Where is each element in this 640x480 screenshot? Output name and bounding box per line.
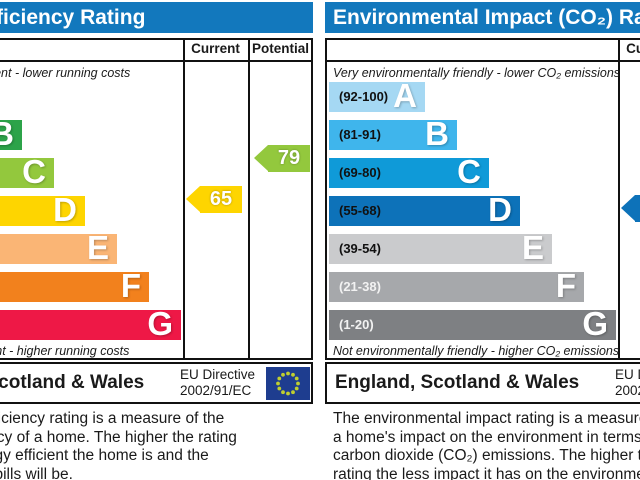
- description-line: the more energy efficient the home is an…: [0, 447, 209, 465]
- energy-chart-title: Energy Efficiency Rating: [0, 2, 313, 33]
- band-range-label: (81-91): [339, 127, 381, 142]
- band-letter: B: [425, 115, 449, 152]
- energy-current-header: Current: [191, 41, 240, 56]
- co2-band-A: (92-100) A: [329, 77, 425, 114]
- description-line: a home's impact on the environment in te…: [333, 428, 640, 446]
- energy-current-arrow: 65: [186, 186, 242, 213]
- co2-chart-footer: England, Scotland & Wales EU Directive 2…: [325, 362, 640, 404]
- description-line: The environmental impact rating is a mea…: [333, 410, 640, 427]
- band-letter: G: [582, 305, 608, 342]
- description-line: overall efficiency of a home. The higher…: [0, 428, 237, 446]
- eu-directive-line2: 2002/91/EC: [615, 383, 640, 398]
- co2-region-label: England, Scotland & Wales: [335, 372, 580, 393]
- band-range-label: (92-100): [339, 89, 389, 104]
- energy-band-B: (81-91)B: [0, 115, 22, 152]
- energy-efficiency-chart: Energy Efficiency Rating Current Potenti…: [0, 0, 313, 480]
- band-letter: C: [457, 153, 481, 190]
- co2-current-header: Current: [626, 41, 640, 56]
- co2-band-D: (55-68) D: [329, 191, 520, 228]
- co2-subtitle-bottom: Not environmentally friendly - higher CO…: [333, 344, 620, 358]
- band-letter: G: [147, 305, 173, 342]
- band-letter: D: [488, 191, 512, 228]
- energy-current-value: 65: [200, 186, 242, 213]
- description-line: rating the less impact it has on the env…: [333, 465, 640, 480]
- co2-current-value: [635, 195, 640, 222]
- co2-band-G: (1-20) G: [329, 305, 616, 342]
- description-line: lower the fuel bills will be.: [0, 465, 73, 480]
- co2-band-B: (81-91) B: [329, 115, 457, 152]
- energy-potential-value: 79: [268, 145, 310, 172]
- energy-band-D: (55-68)D: [0, 191, 85, 228]
- energy-band-C: (69-80)C: [0, 153, 54, 190]
- environmental-impact-chart: Environmental Impact (CO₂) Rating Curren…: [325, 0, 640, 480]
- arrow-left-tip: [186, 186, 200, 212]
- co2-description: The environmental impact rating is a mea…: [333, 410, 640, 480]
- description-line: The energy efficiency rating is a measur…: [0, 410, 225, 427]
- band-range-label: (55-68): [339, 203, 381, 218]
- energy-header-divider: [0, 60, 313, 62]
- eu-directive-line2: 2002/91/EC: [180, 383, 252, 398]
- energy-region-label: England, Scotland & Wales: [0, 372, 145, 393]
- band-letter: C: [22, 153, 46, 190]
- eu-flag-icon: [266, 367, 310, 405]
- co2-subtitle-top: Very environmentally friendly - lower CO…: [333, 66, 621, 80]
- band-letter: F: [120, 267, 141, 304]
- band-range-label: (21-38): [339, 279, 381, 294]
- band-letter: B: [0, 115, 14, 152]
- energy-potential-column-line: [248, 38, 250, 360]
- energy-description: The energy efficiency rating is a measur…: [0, 410, 237, 480]
- band-range-label: (1-20): [339, 317, 374, 332]
- band-range-label: (39-54): [339, 241, 381, 256]
- co2-band-F: (21-38) F: [329, 267, 584, 304]
- band-range-label: (69-80): [339, 165, 381, 180]
- energy-potential-arrow: 79: [254, 145, 310, 172]
- energy-band-E: (39-54)E: [0, 229, 117, 266]
- band-letter: E: [86, 229, 109, 266]
- arrow-left-tip: [254, 145, 268, 171]
- co2-eu-directive-label: EU Directive 2002/91/EC: [615, 367, 640, 399]
- description-line: carbon dioxide (CO₂) emissions. The high…: [333, 447, 640, 465]
- energy-subtitle-top: Very energy efficient - lower running co…: [0, 66, 131, 80]
- co2-band-E: (39-54) E: [329, 229, 552, 266]
- energy-subtitle-bottom: Not energy efficient - higher running co…: [0, 344, 130, 358]
- arrow-left-tip: [621, 195, 635, 221]
- band-letter: E: [521, 229, 544, 266]
- co2-chart-table-border: [325, 38, 640, 360]
- co2-current-column-line: [618, 38, 620, 360]
- band-letter: A: [393, 77, 417, 114]
- energy-band-G: (1-20)G: [0, 305, 181, 342]
- eu-directive-line1: EU Directive: [180, 367, 256, 382]
- eu-directive-line1: EU Directive: [615, 367, 640, 382]
- energy-chart-footer: England, Scotland & Wales EU Directive 2…: [0, 362, 313, 404]
- co2-current-arrow: [621, 195, 640, 222]
- co2-band-C: (69-80) C: [329, 153, 489, 190]
- energy-potential-header: Potential: [251, 41, 309, 56]
- band-letter: F: [555, 267, 576, 304]
- energy-chart-table-border: [0, 38, 313, 360]
- band-letter: D: [53, 191, 77, 228]
- energy-current-column-line: [183, 38, 185, 360]
- energy-eu-directive-label: EU Directive 2002/91/EC: [180, 367, 255, 399]
- co2-chart-title: Environmental Impact (CO₂) Rating: [325, 2, 640, 33]
- co2-header-divider: [325, 60, 640, 62]
- energy-band-F: (21-38)F: [0, 267, 149, 304]
